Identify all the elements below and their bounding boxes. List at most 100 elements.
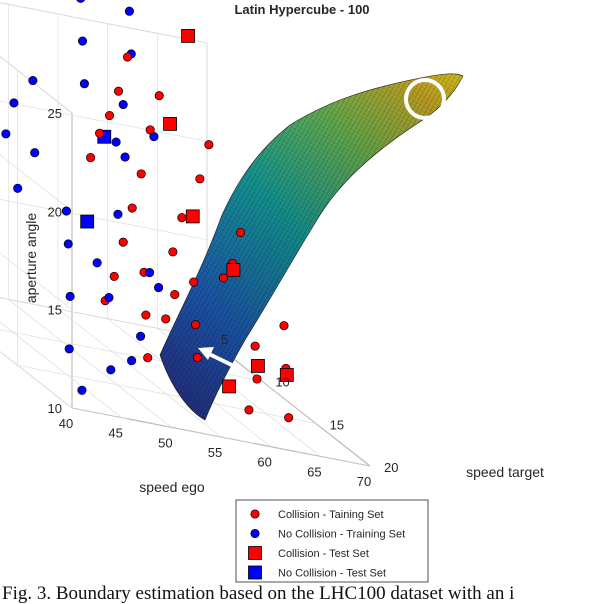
y-tick-label: 5 [221, 332, 228, 347]
collision-training-point [252, 374, 262, 384]
collision-test-point [226, 263, 241, 277]
back-points [76, 0, 159, 219]
collision-training-point [145, 125, 155, 135]
collision-training-point [170, 290, 180, 300]
collision-test-point [163, 117, 177, 131]
grid-line-z-back [0, 100, 208, 142]
collision-training-point [118, 237, 128, 247]
grid-line-z-back [0, 2, 208, 44]
no-collision-training-point [30, 148, 40, 158]
grid-line-z-side [0, 56, 73, 114]
legend: Collision - Taining Set No Collision - Tr… [235, 499, 429, 583]
y-tick-label: 20 [384, 460, 398, 475]
x-tick-label: 60 [257, 455, 271, 470]
legend-items: Collision - Taining Set No Collision - Tr… [248, 509, 405, 580]
collision-training-point [177, 213, 187, 223]
collision-training-point [136, 169, 146, 179]
no-collision-training-point [118, 99, 128, 110]
grid-line-z-back [0, 297, 208, 339]
no-collision-training-point [64, 344, 74, 354]
no-collision-training-point [79, 79, 89, 89]
grid-line-z-back [0, 199, 208, 241]
y-tick-label: 10 [275, 375, 289, 390]
collision-training-point [189, 277, 199, 287]
collision-test-point [185, 209, 200, 224]
collision-training-point [204, 140, 214, 150]
x-tick-label: 70 [357, 474, 371, 489]
no-collision-training-point [77, 385, 87, 395]
grid-line-z-side [0, 351, 73, 409]
no-collision-training-point [13, 183, 23, 193]
grid-line-y-floor [17, 364, 316, 424]
legend-marker [248, 565, 262, 580]
collision-training-point [244, 405, 254, 415]
collision-training-point [143, 353, 153, 363]
no-collision-test-point [80, 214, 95, 229]
grid-line-z-side [0, 154, 73, 212]
no-collision-training-point [127, 356, 137, 366]
no-collision-training-point [65, 291, 75, 302]
grid-line-x-floor [8, 299, 172, 428]
grid-line-x-floor [0, 321, 122, 418]
no-collision-training-point [124, 6, 134, 16]
z-tick-label: 10 [48, 401, 62, 416]
no-collision-training-point [63, 239, 73, 249]
collision-test-point [181, 28, 195, 43]
collision-training-point [127, 203, 137, 213]
left-top-edge [0, 55, 73, 114]
highlight-circle [404, 78, 446, 120]
tick-labels: 40 45 50 55 60 65 70 5 10 15 20 10 15 20 25 [48, 106, 399, 489]
no-collision-training-point [145, 268, 155, 278]
no-collision-training-point [28, 75, 38, 86]
legend-label: No Collision - Training Set [278, 529, 405, 541]
legend-marker [248, 546, 262, 560]
no-collision-training-point [1, 129, 11, 139]
arrow-annotation [198, 347, 239, 370]
collision-training-point [161, 314, 171, 324]
collision-training-point [141, 310, 151, 320]
no-collision-training-point [111, 137, 121, 147]
grid-line-z-side [0, 252, 73, 310]
grid-line-y-floor [71, 407, 371, 467]
figure-caption: Fig. 3. Boundary estimation based on the… [2, 584, 515, 604]
collision-training-point [154, 91, 164, 101]
no-collision-training-point [77, 36, 88, 46]
no-collision-training-point [61, 206, 71, 216]
grid-line-x-floor [57, 308, 222, 438]
boundary-surface [159, 73, 464, 421]
arrow-shaft [206, 351, 239, 370]
x-tick-label: 65 [307, 464, 321, 479]
legend-marker [250, 509, 260, 519]
collision-training-point [104, 110, 115, 121]
collision-test-point [279, 368, 294, 382]
x-tick-label: 55 [208, 445, 222, 460]
no-collision-training-point [113, 209, 123, 219]
surface-mesh [159, 73, 464, 421]
collision-training-point [192, 353, 202, 363]
x-tick-label: 40 [59, 416, 73, 431]
z-tick-label: 20 [48, 204, 62, 219]
y-axis-label: speed target [466, 464, 544, 480]
front-points [1, 28, 294, 423]
collision-test-point [222, 379, 236, 394]
legend-box [235, 499, 429, 583]
legend-label: Collision - Test Set [278, 548, 369, 560]
z-axis-label: aperture angle [23, 213, 39, 304]
legend-marker [250, 528, 260, 539]
y-tick-label: 15 [330, 417, 344, 432]
no-collision-training-point [120, 152, 130, 162]
collision-training-point [109, 271, 119, 281]
x-axis-label: speed ego [139, 479, 205, 495]
no-collision-training-point [106, 365, 116, 375]
back-top-edge [0, 2, 208, 44]
collision-training-point [195, 174, 205, 184]
no-collision-training-point [154, 283, 164, 293]
collision-training-point [250, 341, 260, 351]
collision-training-point [218, 273, 229, 283]
collision-training-point [279, 321, 289, 331]
collision-training-point [95, 128, 105, 138]
collision-training-point [113, 86, 124, 96]
chart-title: Latin Hypercube - 100 [234, 2, 369, 17]
no-collision-training-point [104, 293, 114, 303]
